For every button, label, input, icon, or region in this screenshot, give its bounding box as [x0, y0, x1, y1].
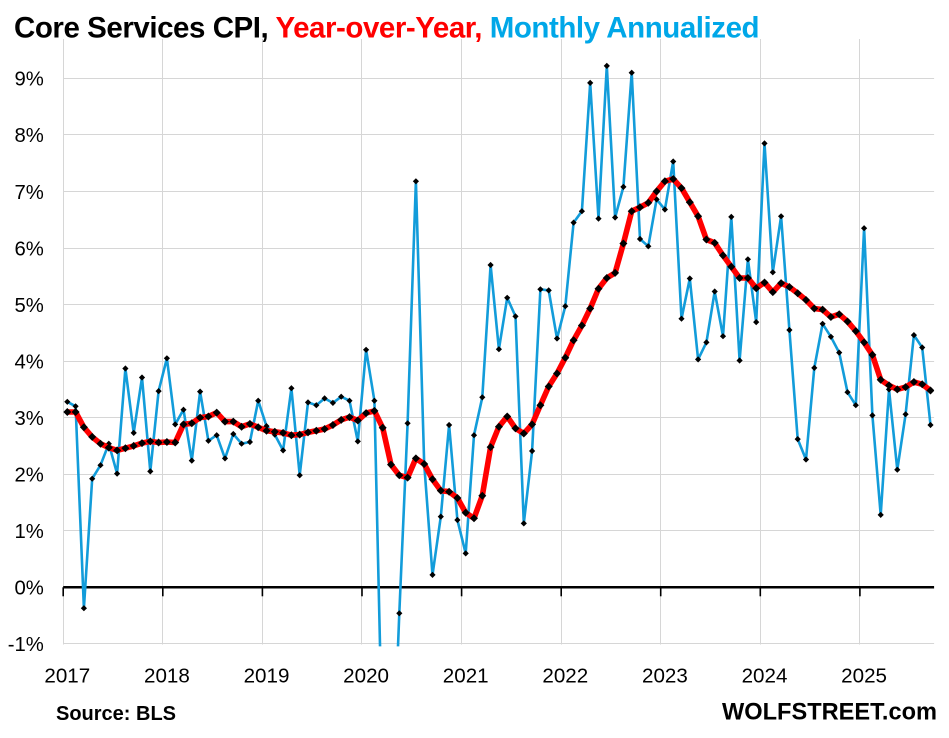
svg-text:6%: 6%	[14, 238, 43, 260]
svg-text:4%: 4%	[14, 351, 43, 373]
svg-text:WOLFSTREET.com: WOLFSTREET.com	[722, 700, 937, 726]
svg-text:Core Services CPI, Year-over-Y: Core Services CPI, Year-over-Year, Month…	[14, 12, 759, 45]
svg-text:2%: 2%	[14, 465, 43, 487]
svg-text:1%: 1%	[14, 521, 43, 543]
svg-text:2017: 2017	[44, 665, 90, 688]
svg-text:2024: 2024	[742, 665, 788, 688]
svg-text:2020: 2020	[343, 665, 389, 688]
svg-text:0%: 0%	[14, 578, 43, 600]
svg-text:2023: 2023	[642, 665, 688, 688]
svg-text:2018: 2018	[144, 665, 190, 688]
svg-text:2022: 2022	[542, 665, 588, 688]
svg-text:-1%: -1%	[8, 634, 44, 656]
svg-text:3%: 3%	[14, 408, 43, 430]
svg-text:2021: 2021	[443, 665, 489, 688]
svg-text:9%: 9%	[14, 69, 43, 91]
svg-text:2019: 2019	[244, 665, 290, 688]
svg-text:7%: 7%	[14, 182, 43, 204]
svg-text:8%: 8%	[14, 125, 43, 147]
svg-text:Source: BLS: Source: BLS	[56, 703, 176, 725]
svg-text:5%: 5%	[14, 295, 43, 317]
svg-text:2025: 2025	[841, 665, 887, 688]
